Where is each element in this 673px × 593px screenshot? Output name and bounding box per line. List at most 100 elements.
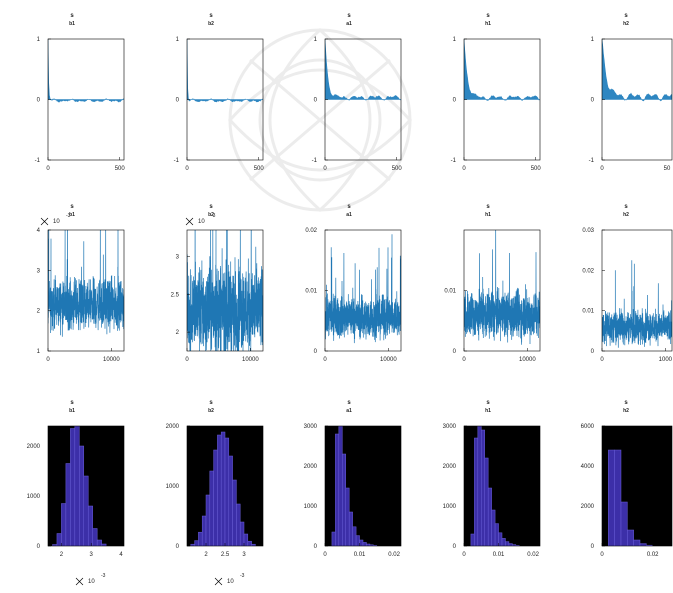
x-tick-label: 0 [600, 166, 604, 172]
y-tick-label: 3 [37, 268, 41, 274]
histogram-bar [194, 540, 199, 546]
histogram-bar [470, 533, 475, 546]
panel-trace-b2: s b2 2 2.5 3 0 10000 10 -3 [171, 204, 264, 363]
acf-area [187, 39, 263, 103]
exponent-base: 10 [227, 579, 234, 585]
plot-area [464, 426, 540, 546]
histogram-bar [508, 543, 513, 546]
x-tick-label: 0 [462, 166, 466, 172]
histogram-bar [247, 540, 252, 546]
histogram-bar [498, 532, 503, 546]
x-tick-label: 500 [392, 166, 403, 172]
y-tick-label: 2000 [304, 464, 318, 470]
trace-line [48, 230, 124, 337]
panel-subtitle: b1 [69, 408, 75, 414]
y-tick-label: 3 [176, 254, 180, 260]
histogram-bar [484, 457, 489, 546]
panel-histogram-h1: s h1 0 1000 2000 3000 0 0.01 0.02 [443, 400, 541, 558]
panel-title: s [486, 13, 490, 19]
exponent-power: -3 [240, 573, 245, 579]
plot-area [602, 426, 672, 546]
histogram-bar [487, 487, 492, 546]
plot-area [187, 426, 263, 546]
panel-histogram-h2: s h2 0 2000 4000 6000 0 0.02 [581, 400, 673, 558]
histogram-bar [239, 521, 245, 546]
exponent-power: -3 [211, 213, 216, 219]
y-tick-label: 0.01 [305, 289, 317, 295]
panel-histogram-b2: s b2 0 1000 2000 2 2.5 3 10 -3 [166, 400, 264, 586]
plot-area [325, 39, 401, 101]
x-tick-label: 3 [90, 552, 94, 558]
histogram-bar [331, 531, 336, 546]
y-tick-label: 0.02 [305, 228, 317, 234]
histogram-bar [228, 455, 233, 546]
y-tick-label: 0.02 [582, 268, 594, 274]
y-tick-label: 0 [591, 349, 595, 355]
histogram-bar [87, 505, 93, 546]
y-tick-label: 1 [37, 349, 41, 355]
x-tick-label: 1000 [659, 357, 673, 363]
panel-title: s [347, 204, 351, 210]
x-tick-label: 10000 [103, 357, 120, 363]
y-tick-label: -1 [589, 158, 595, 164]
y-tick-label: 1000 [27, 494, 41, 500]
plot-area [325, 426, 401, 546]
panel-acf-h1: s h1 -1 0 1 0 500 [451, 13, 542, 172]
plot-area [187, 230, 263, 351]
x-tick-label: 0.01 [354, 552, 366, 558]
panel-title: s [486, 400, 490, 406]
histogram-bar [494, 523, 499, 546]
panel-subtitle: a1 [346, 408, 352, 414]
panel-trace-a1: s a1 0 0.01 0.02 0 10000 [305, 204, 402, 363]
panel-trace-h2: s h2 0 0.01 0.02 0.03 0 1000 [582, 204, 673, 363]
histogram-bar [501, 538, 506, 546]
x-tick-label: 0 [323, 552, 327, 558]
y-tick-label: 1000 [166, 484, 180, 490]
y-tick-label: 4000 [581, 464, 595, 470]
panel-title: s [347, 400, 351, 406]
histogram-bar [220, 431, 226, 546]
x-tick-label: 0.02 [527, 552, 539, 558]
histogram-bar [232, 479, 237, 546]
histogram-bar [56, 533, 62, 546]
y-tick-label: 2 [37, 309, 41, 315]
y-tick-label: 1 [37, 37, 41, 43]
exponent-power: -3 [101, 573, 106, 579]
histogram-bar [359, 539, 364, 546]
histogram-bar [92, 528, 98, 546]
trace-line [464, 230, 540, 345]
y-tick-label: 4 [37, 228, 41, 234]
x-tick-label: 4 [119, 552, 123, 558]
y-tick-label: 2000 [443, 464, 457, 470]
y-tick-label: 0 [176, 98, 180, 104]
panel-subtitle: h1 [485, 21, 491, 27]
axes-box [186, 229, 264, 352]
y-tick-label: 6000 [581, 424, 595, 430]
histogram-bar [627, 529, 634, 546]
axis-exponent-label: 10 -3 [40, 213, 71, 226]
y-tick-label: 2000 [581, 504, 595, 510]
y-tick-label: 2 [176, 330, 180, 336]
plot-area [602, 260, 672, 348]
histogram-bar [505, 541, 510, 546]
acf-area [464, 39, 540, 102]
panel-subtitle: b1 [69, 212, 75, 218]
plot-area [48, 39, 124, 103]
histogram-bar [345, 487, 350, 546]
x-tick-label: 500 [115, 166, 126, 172]
y-tick-label: 2.5 [171, 292, 180, 298]
y-tick-label: 1000 [304, 504, 318, 510]
acf-area [48, 39, 124, 103]
x-tick-label: 0.02 [388, 552, 400, 558]
panel-title: s [624, 13, 628, 19]
panel-subtitle: b2 [208, 408, 214, 414]
panel-histogram-b1: s b1 0 1000 2000 2 3 4 10 -3 [27, 400, 125, 586]
x-tick-label: 0 [462, 552, 466, 558]
panel-title: s [70, 204, 74, 210]
histogram-bar [477, 426, 482, 546]
histogram-bar [65, 463, 71, 546]
y-tick-label: 0 [314, 98, 318, 104]
y-tick-label: 0 [591, 544, 595, 550]
x-tick-label: 0.02 [647, 552, 659, 558]
y-tick-label: 0 [453, 544, 457, 550]
